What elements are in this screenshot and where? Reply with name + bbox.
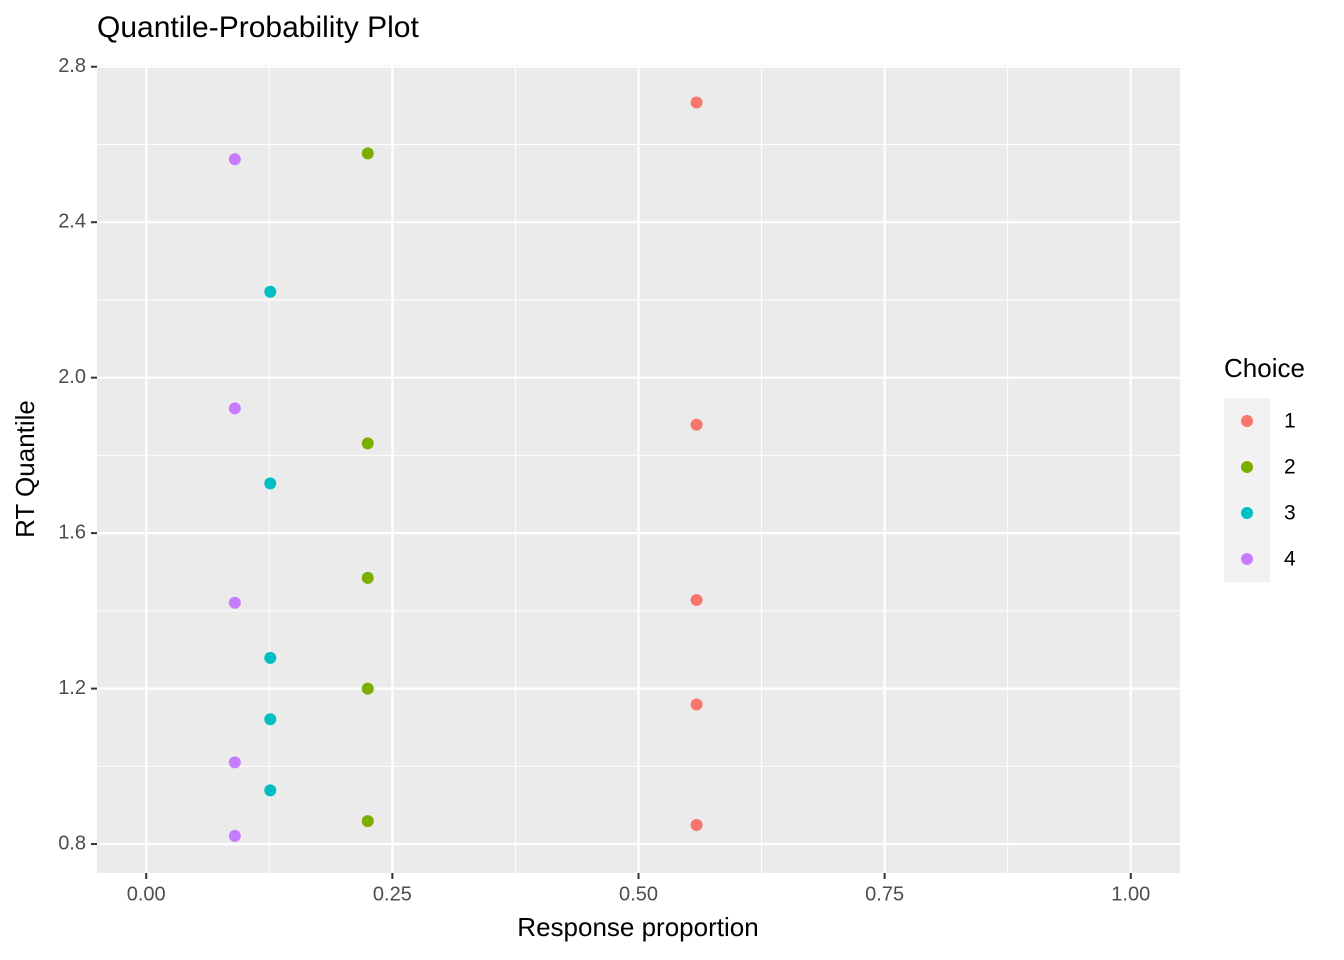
legend-key bbox=[1241, 507, 1253, 519]
y-tick-label: 2.8 bbox=[58, 55, 86, 77]
x-tick-label: 1.00 bbox=[1111, 883, 1150, 905]
x-tick-label: 0.75 bbox=[865, 883, 904, 905]
point bbox=[264, 285, 277, 298]
point bbox=[228, 153, 241, 166]
legend-label: 3 bbox=[1284, 502, 1296, 525]
point bbox=[264, 477, 277, 490]
y-tick-label: 2.4 bbox=[58, 210, 86, 232]
y-tick-label: 1.6 bbox=[58, 521, 86, 543]
legend-label: 2 bbox=[1284, 456, 1296, 479]
point bbox=[228, 402, 241, 415]
point bbox=[690, 698, 703, 711]
legend-box bbox=[1224, 398, 1270, 582]
x-tick-label: 0.50 bbox=[619, 883, 658, 905]
point bbox=[264, 784, 277, 797]
point bbox=[361, 682, 374, 695]
y-tick-label: 2.0 bbox=[58, 366, 86, 388]
y-tick-label: 0.8 bbox=[58, 832, 86, 854]
legend-label: 4 bbox=[1284, 548, 1296, 571]
chart-title: Quantile-Probability Plot bbox=[97, 11, 419, 44]
legend-title: Choice bbox=[1224, 353, 1305, 383]
legend-key bbox=[1241, 415, 1253, 427]
y-tick-label: 1.2 bbox=[58, 677, 86, 699]
point bbox=[228, 756, 241, 769]
point bbox=[690, 593, 703, 606]
point bbox=[690, 418, 703, 431]
legend-key bbox=[1241, 553, 1253, 565]
point bbox=[228, 829, 241, 842]
point bbox=[361, 815, 374, 828]
point bbox=[264, 713, 277, 726]
point bbox=[264, 651, 277, 664]
point bbox=[690, 819, 703, 832]
x-tick-label: 0.25 bbox=[373, 883, 412, 905]
point bbox=[361, 571, 374, 584]
legend-label: 1 bbox=[1284, 410, 1296, 433]
point bbox=[690, 96, 703, 109]
y-axis-label: RT Quantile bbox=[10, 400, 40, 538]
x-tick-label: 0.00 bbox=[127, 883, 166, 905]
point bbox=[228, 596, 241, 609]
x-axis-label: Response proportion bbox=[517, 912, 758, 942]
legend-key bbox=[1241, 461, 1253, 473]
point bbox=[361, 147, 374, 160]
point bbox=[361, 437, 374, 450]
